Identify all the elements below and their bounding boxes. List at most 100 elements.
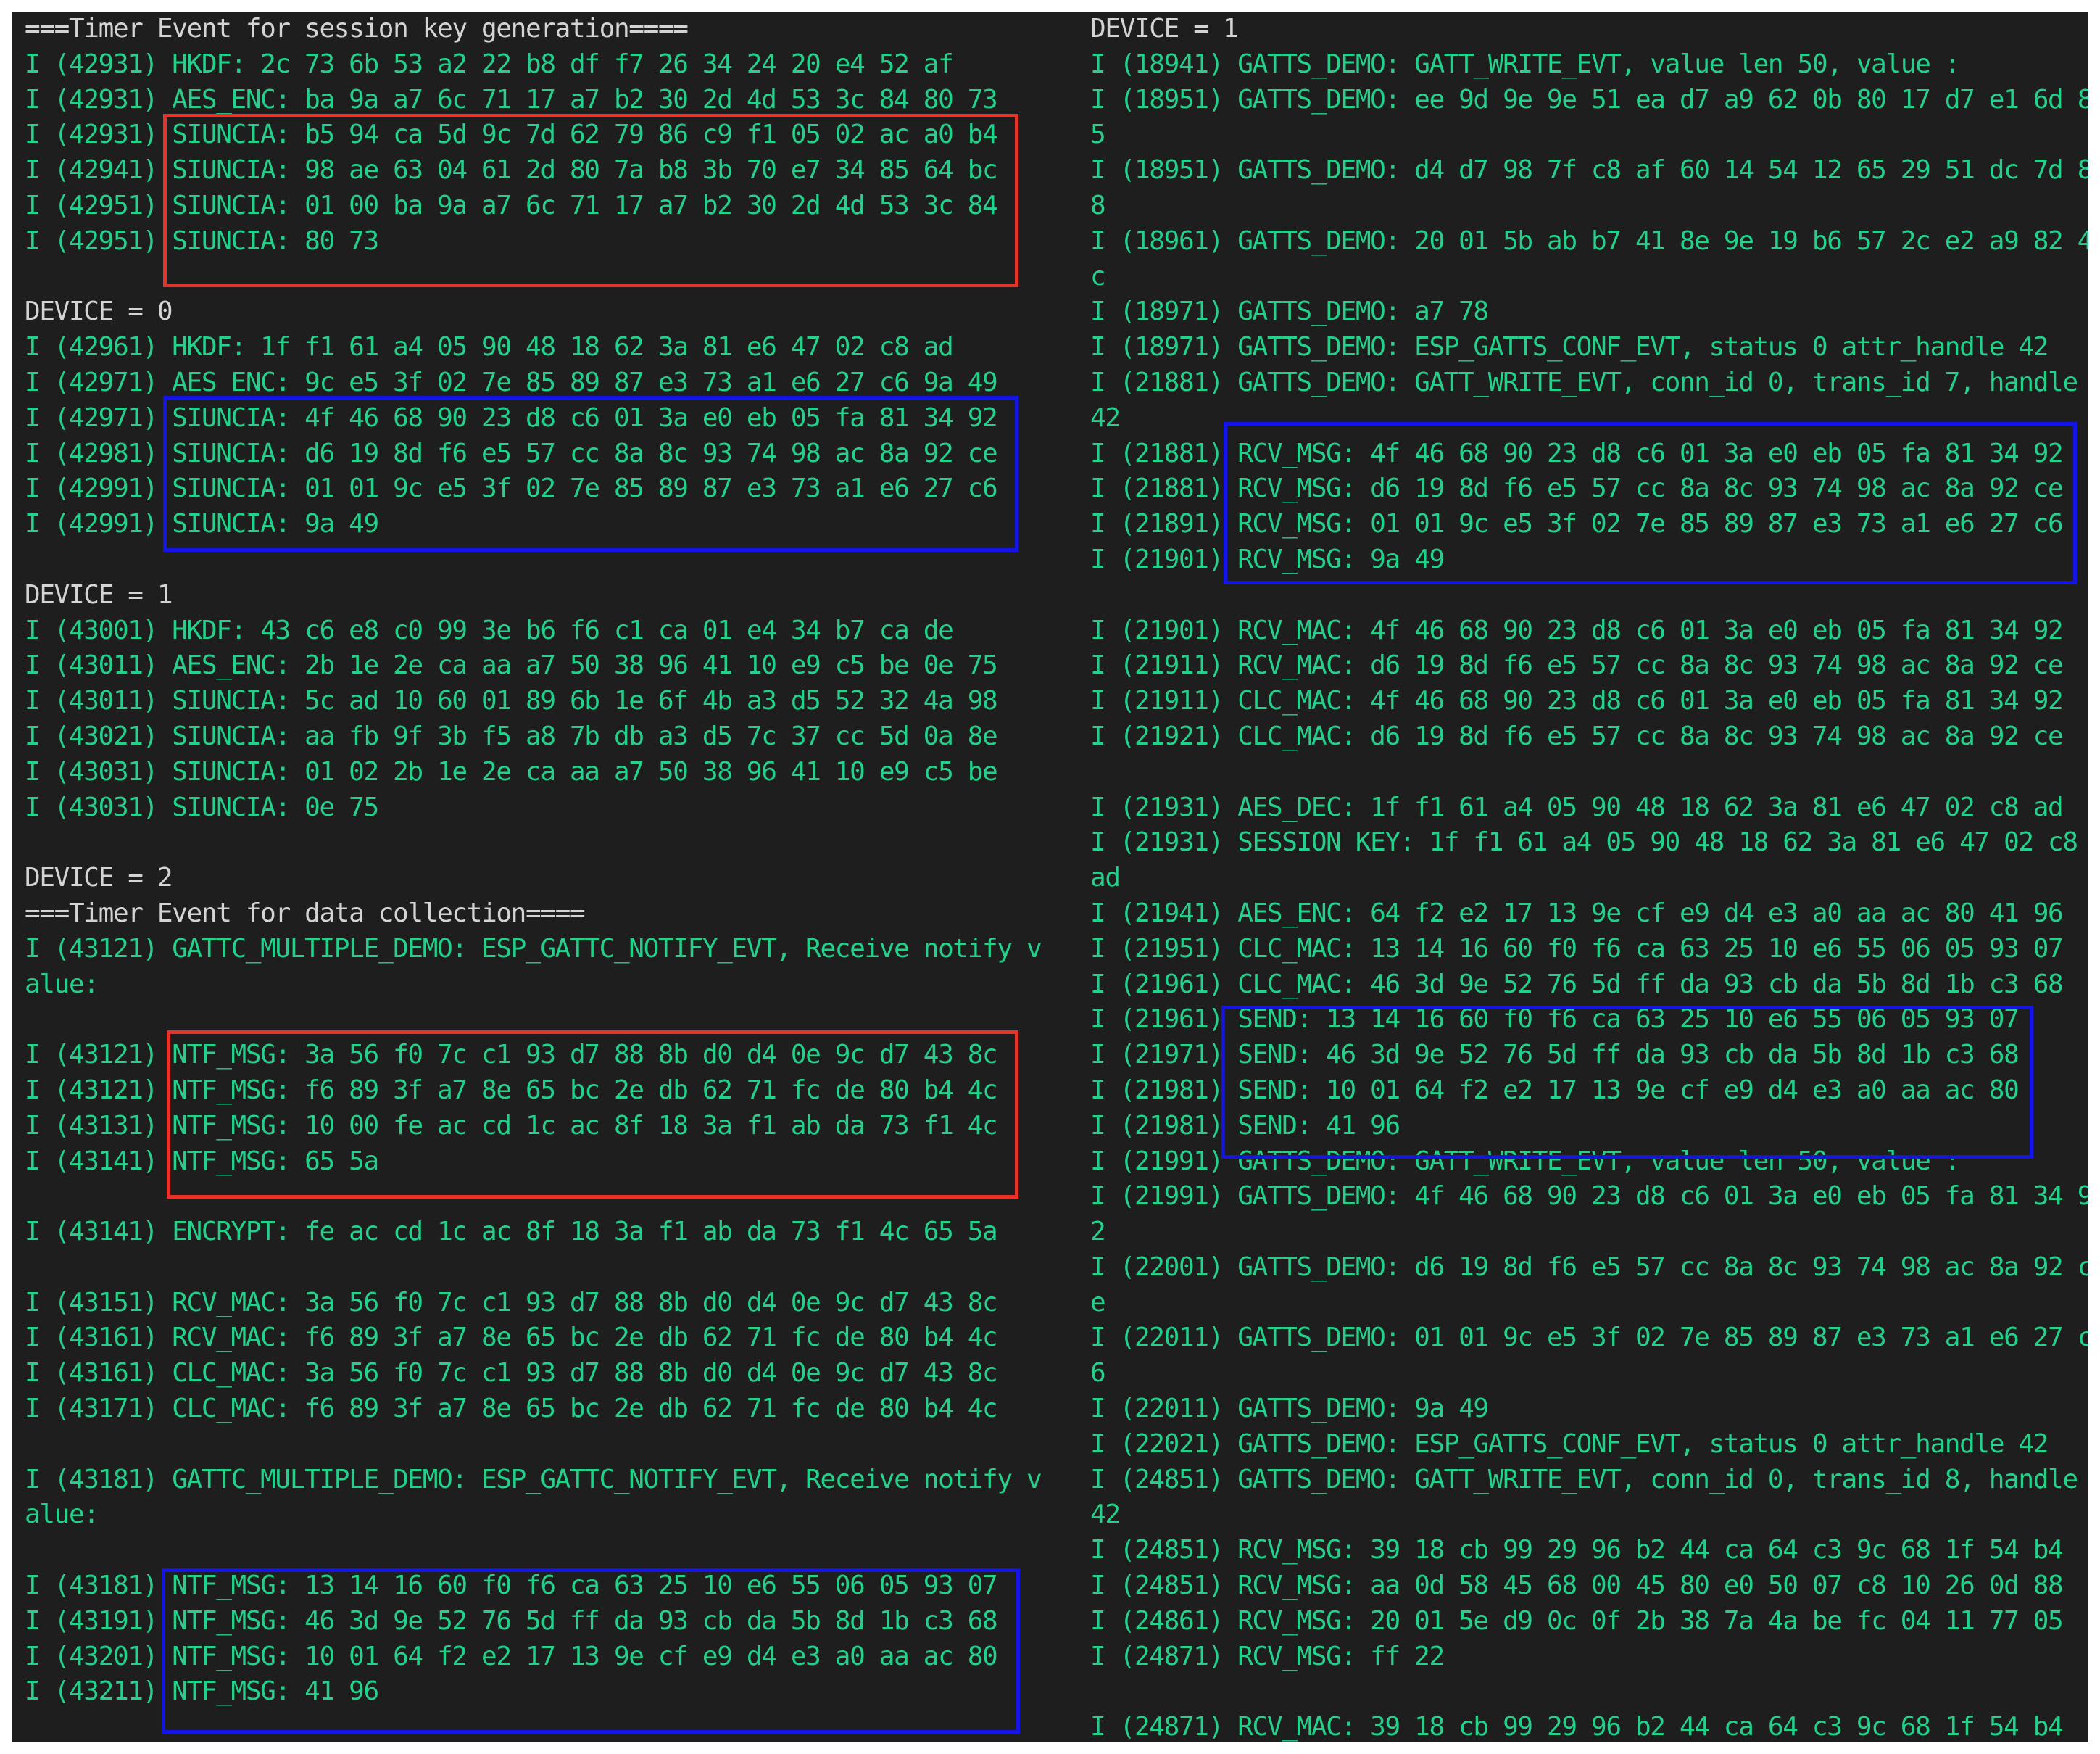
right-log-line: I (21881) GATTS_DEMO: GATT_WRITE_EVT, co… [1090,367,2078,397]
right-log-line: I (21981) SEND: 41 96 [1090,1110,1400,1141]
left-log-line: I (42931) SIUNCIA: b5 94 ca 5d 9c 7d 62 … [25,120,998,150]
left-log-line: I (42951) SIUNCIA: 80 73 [25,226,379,256]
right-log-line: 42 [1090,1499,1121,1530]
left-log-line: I (42931) AES_ENC: ba 9a a7 6c 71 17 a7 … [25,84,998,115]
left-log-line [25,1427,1068,1463]
right-log-line: I (18941) GATTS_DEMO: GATT_WRITE_EVT, va… [1090,49,1960,79]
left-log-line: I (43211) NTF_MSG: 41 96 [25,1676,379,1707]
right-log-line: ad [1090,863,1121,893]
left-log-line [25,542,1068,578]
left-log-line: I (42981) SIUNCIA: d6 19 8d f6 e5 57 cc … [25,438,998,468]
right-log-line: I (21961) CLC_MAC: 46 3d 9e 52 76 5d ff … [1090,969,2064,999]
right-log-line: I (22001) GATTS_DEMO: d6 19 8d f6 e5 57 … [1090,1252,2088,1282]
left-log-line: alue: [25,1499,99,1530]
left-log-line: I (43191) NTF_MSG: 46 3d 9e 52 76 5d ff … [25,1605,998,1636]
right-log-line: 5 [1090,120,1106,150]
right-log-line: I (21881) RCV_MSG: 4f 46 68 90 23 d8 c6 … [1090,438,2064,468]
right-log-line: 6 [1090,1358,1106,1389]
left-log-line: DEVICE = 1 [25,579,173,610]
right-log-line: I (21931) AES_DEC: 1f f1 61 a4 05 90 48 … [1090,792,2064,822]
terminal-output: ===Timer Event for session key generatio… [12,12,2088,1742]
left-log-line: alue: [25,969,99,999]
left-log-line: I (43011) SIUNCIA: 5c ad 10 60 01 89 6b … [25,686,998,716]
right-log-line: I (24871) RCV_MAC: 39 18 cb 99 29 96 b2 … [1090,1712,2064,1742]
left-log-line: I (43121) NTF_MSG: 3a 56 f0 7c c1 93 d7 … [25,1040,998,1070]
right-log-line: 8 [1090,190,1106,220]
left-log-line: I (42931) HKDF: 2c 73 6b 53 a2 22 b8 df … [25,49,954,79]
left-log-line: I (43171) CLC_MAC: f6 89 3f a7 8e 65 bc … [25,1394,998,1424]
right-log-line: I (18971) GATTS_DEMO: a7 78 [1090,297,1489,327]
left-log-line: DEVICE = 0 [25,297,173,327]
right-log-line: I (21961) SEND: 13 14 16 60 f0 f6 ca 63 … [1090,1004,2020,1035]
right-log-line: 42 [1090,402,1121,433]
left-log-line [25,1002,1068,1038]
left-log-line [25,1250,1068,1286]
left-log-line [25,1533,1068,1568]
right-log-line: I (24861) RCV_MSG: 20 01 5e d9 0c 0f 2b … [1090,1605,2064,1636]
right-log-line: I (21931) SESSION KEY: 1f f1 61 a4 05 90… [1090,827,2078,858]
right-log-line: 2 [1090,1217,1106,1247]
left-log-line: I (43121) GATTC_MULTIPLE_DEMO: ESP_GATTC… [25,933,1042,964]
right-log-line: I (24851) GATTS_DEMO: GATT_WRITE_EVT, co… [1090,1464,2078,1494]
right-log-line: I (21991) GATTS_DEMO: 4f 46 68 90 23 d8 … [1090,1181,2088,1212]
right-log-line: I (21911) CLC_MAC: 4f 46 68 90 23 d8 c6 … [1090,686,2064,716]
right-log-line: I (21971) SEND: 46 3d 9e 52 76 5d ff da … [1090,1040,2020,1070]
left-log-line: I (43181) NTF_MSG: 13 14 16 60 f0 f6 ca … [25,1571,998,1601]
left-log-line [25,260,1068,295]
right-log-line: I (24851) RCV_MSG: aa 0d 58 45 68 00 45 … [1090,1571,2064,1601]
right-log-line: I (18961) GATTS_DEMO: 20 01 5b ab b7 41 … [1090,226,2088,256]
left-log-line: I (43121) NTF_MSG: f6 89 3f a7 8e 65 bc … [25,1075,998,1105]
left-log-line [25,1179,1068,1215]
right-log-line: I (18951) GATTS_DEMO: ee 9d 9e 9e 51 ea … [1090,84,2088,115]
left-log-line: I (42991) SIUNCIA: 01 01 9c e5 3f 02 7e … [25,473,998,504]
right-log-line: I (24851) RCV_MSG: 39 18 cb 99 29 96 b2 … [1090,1535,2064,1565]
right-log-line: I (21911) RCV_MAC: d6 19 8d f6 e5 57 cc … [1090,650,2064,681]
left-log-line: I (43181) GATTC_MULTIPLE_DEMO: ESP_GATTC… [25,1464,1042,1494]
right-log-line [1090,578,2087,613]
right-log-line: I (21901) RCV_MSG: 9a 49 [1090,544,1445,574]
right-log-line: I (22021) GATTS_DEMO: ESP_GATTS_CONF_EVT… [1090,1428,2049,1459]
left-log-line: I (43151) RCV_MAC: 3a 56 f0 7c c1 93 d7 … [25,1287,998,1317]
left-log-line: I (42941) SIUNCIA: 98 ae 63 04 61 2d 80 … [25,155,998,186]
left-log-line: I (43201) NTF_MSG: 10 01 64 f2 e2 17 13 … [25,1641,998,1671]
right-log-line: I (22011) GATTS_DEMO: 9a 49 [1090,1394,1489,1424]
right-log-line: e [1090,1287,1106,1317]
left-log-line: I (43161) RCV_MAC: f6 89 3f a7 8e 65 bc … [25,1323,998,1353]
left-log-line [25,825,1068,861]
right-log-line: I (21921) CLC_MAC: d6 19 8d f6 e5 57 cc … [1090,721,2064,751]
right-log-column: DEVICE = 1 I (18941) GATTS_DEMO: GATT_WRI… [1090,12,2088,1742]
right-log-line: DEVICE = 1 [1090,14,1239,44]
left-log-line: I (42991) SIUNCIA: 9a 49 [25,509,379,539]
left-log-column: ===Timer Event for session key generatio… [25,12,1068,1710]
left-log-line: I (43021) SIUNCIA: aa fb 9f 3b f5 a8 7b … [25,721,998,751]
right-log-line [1090,1674,2087,1710]
left-log-line: ===Timer Event for data collection==== [25,898,586,928]
left-log-line: DEVICE = 2 [25,863,173,893]
right-log-line: c [1090,261,1106,291]
left-log-line: I (42961) HKDF: 1f f1 61 a4 05 90 48 18 … [25,332,954,363]
right-log-line: I (24871) RCV_MSG: ff 22 [1090,1641,1445,1671]
right-log-line: I (22011) GATTS_DEMO: 01 01 9c e5 3f 02 … [1090,1323,2088,1353]
left-log-line: I (43001) HKDF: 43 c6 e8 c0 99 3e b6 f6 … [25,615,954,645]
left-log-line: I (42971) SIUNCIA: 4f 46 68 90 23 d8 c6 … [25,402,998,433]
right-log-line: I (21981) SEND: 10 01 64 f2 e2 17 13 9e … [1090,1075,2020,1105]
right-log-line: I (21901) RCV_MAC: 4f 46 68 90 23 d8 c6 … [1090,615,2064,645]
right-log-line: I (21891) RCV_MSG: 01 01 9c e5 3f 02 7e … [1090,509,2064,539]
left-log-line: ===Timer Event for session key generatio… [25,14,689,44]
right-log-line: I (18951) GATTS_DEMO: d4 d7 98 7f c8 af … [1090,155,2088,186]
left-log-line: I (43131) NTF_MSG: 10 00 fe ac cd 1c ac … [25,1110,998,1141]
right-log-line: I (21991) GATTS_DEMO: GATT_WRITE_EVT, va… [1090,1146,1960,1176]
right-log-line: I (21881) RCV_MSG: d6 19 8d f6 e5 57 cc … [1090,473,2064,504]
left-log-line: I (42951) SIUNCIA: 01 00 ba 9a a7 6c 71 … [25,190,998,220]
left-log-line: I (43161) CLC_MAC: 3a 56 f0 7c c1 93 d7 … [25,1358,998,1389]
left-log-line: I (43011) AES_ENC: 2b 1e 2e ca aa a7 50 … [25,650,998,681]
left-log-line: I (43141) ENCRYPT: fe ac cd 1c ac 8f 18 … [25,1217,998,1247]
left-log-line: I (43031) SIUNCIA: 01 02 2b 1e 2e ca aa … [25,756,998,787]
right-log-line: I (21941) AES_ENC: 64 f2 e2 17 13 9e cf … [1090,898,2064,928]
left-log-line: I (43031) SIUNCIA: 0e 75 [25,792,379,822]
left-log-line: I (43141) NTF_MSG: 65 5a [25,1146,379,1176]
right-log-line: I (21951) CLC_MAC: 13 14 16 60 f0 f6 ca … [1090,933,2064,964]
left-log-line: I (42971) AES_ENC: 9c e5 3f 02 7e 85 89 … [25,367,998,397]
right-log-line [1090,755,2087,790]
right-log-line: I (18971) GATTS_DEMO: ESP_GATTS_CONF_EVT… [1090,332,2049,363]
